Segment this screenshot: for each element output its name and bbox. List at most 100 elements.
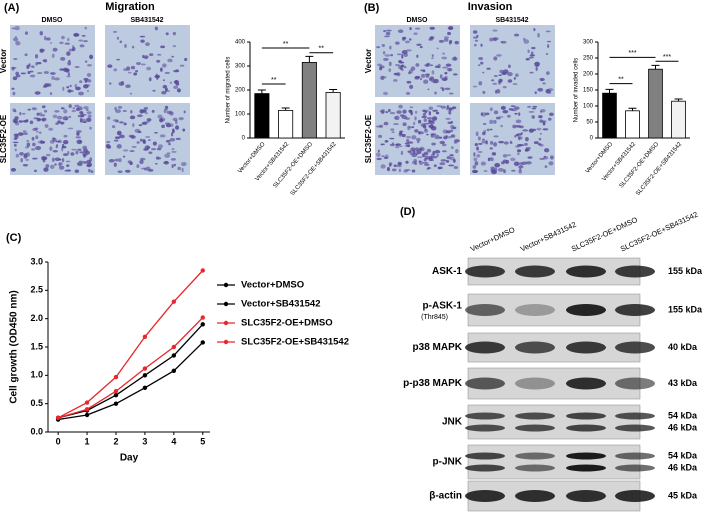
cell (502, 85, 507, 89)
cell (540, 108, 546, 113)
cell (531, 46, 536, 50)
kda-label: 40 kDa (668, 342, 698, 352)
cell (396, 110, 402, 114)
cell (409, 84, 414, 89)
cell (182, 128, 186, 132)
cell (443, 38, 449, 42)
band (566, 304, 606, 316)
cell (393, 164, 397, 167)
cell (515, 145, 520, 148)
cell (54, 163, 57, 166)
band (515, 424, 555, 432)
cell (427, 166, 431, 170)
cell (507, 64, 511, 69)
cell (506, 154, 512, 157)
cell (78, 39, 84, 42)
cell (375, 125, 381, 128)
cell (86, 159, 92, 164)
cell (63, 67, 69, 72)
cell (447, 136, 452, 139)
cell (401, 49, 408, 55)
cell (532, 105, 538, 108)
cell (141, 121, 148, 125)
row-label: SLC35F2-OE (0, 114, 8, 163)
band (465, 265, 505, 278)
band (465, 377, 505, 390)
cell (491, 152, 495, 156)
cell (173, 69, 180, 73)
cell (377, 149, 380, 153)
x-tick-label: 5 (200, 436, 205, 446)
cell (515, 73, 519, 77)
band (515, 341, 555, 354)
cell (379, 65, 385, 69)
line (58, 342, 204, 421)
cell (172, 45, 176, 48)
cell (472, 85, 478, 88)
cell (45, 37, 51, 41)
cell (452, 73, 458, 76)
cell (75, 150, 79, 155)
legend-marker (223, 282, 229, 288)
cell (34, 91, 41, 95)
cell (518, 169, 522, 174)
cell (146, 118, 152, 122)
column-label: SB431542 (495, 17, 528, 24)
cell (440, 86, 444, 90)
cell (86, 90, 90, 92)
cell (11, 27, 16, 30)
cell (524, 136, 529, 142)
cell (423, 151, 429, 156)
cell (402, 109, 407, 114)
x-tick-label: 3 (142, 436, 147, 446)
cell (434, 65, 440, 69)
cell (400, 150, 404, 155)
cell (489, 147, 493, 150)
legend-marker (223, 339, 229, 345)
cell (431, 57, 434, 60)
cell (84, 84, 91, 87)
cell (497, 167, 504, 172)
cell (79, 80, 83, 84)
x-tick-label: 2 (113, 436, 118, 446)
cell (529, 56, 534, 59)
cell (525, 147, 531, 150)
cell (478, 143, 483, 145)
cell (62, 153, 69, 157)
cell (404, 142, 410, 145)
y-tick-label: 0.5 (30, 398, 43, 408)
cell (452, 126, 457, 130)
cell (450, 129, 454, 133)
cell (74, 104, 80, 108)
cell (114, 136, 121, 140)
cell (14, 116, 19, 120)
band (515, 265, 555, 278)
cell (398, 104, 403, 109)
cell (74, 66, 80, 69)
cell (64, 42, 71, 45)
cell (399, 61, 405, 64)
y-axis-title: Number of migrated cells (226, 57, 232, 124)
cell (539, 132, 542, 135)
cell (486, 67, 491, 70)
cell (448, 25, 454, 31)
cell (107, 64, 113, 68)
cell (166, 152, 171, 155)
cell (516, 149, 522, 153)
cell (84, 60, 88, 63)
cell (31, 65, 35, 69)
cell (145, 166, 151, 171)
cell (43, 35, 47, 41)
cell (24, 31, 29, 35)
error-bar (674, 98, 683, 102)
cell (45, 164, 50, 168)
panel-label: (A) (4, 2, 20, 14)
cell (45, 153, 51, 157)
cell (383, 57, 389, 61)
cell (117, 105, 123, 109)
cell (519, 168, 522, 171)
cell (545, 71, 550, 76)
marker (171, 299, 177, 304)
cell (539, 144, 544, 147)
cell (14, 148, 17, 152)
